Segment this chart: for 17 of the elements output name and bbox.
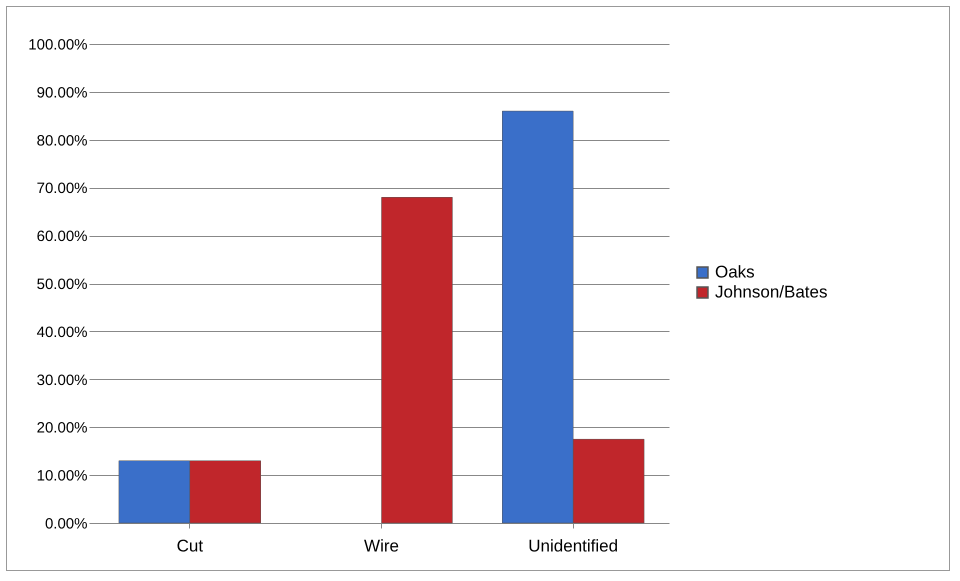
y-tick-label: 10.00% [36,468,88,485]
y-tick-label: 0.00% [44,516,88,532]
x-tick-label: Wire [364,536,399,556]
y-tick-label: 100.00% [28,36,88,54]
y-tick-label: 20.00% [36,420,88,437]
y-tick-label: 90.00% [36,84,88,102]
x-tick-label: Unidentified [528,536,618,556]
legend-label: Johnson/Bates [715,282,828,302]
y-tick-label: 30.00% [36,372,88,389]
x-tick-label: Cut [176,536,204,556]
y-tick-label: 50.00% [36,276,88,293]
y-tick-label: 70.00% [36,180,88,198]
bar [381,197,453,524]
y-tick-label: 80.00% [36,132,88,150]
y-tick-label: 60.00% [36,228,88,246]
y-tick-label: 40.00% [36,324,88,341]
legend-label: Oaks [715,262,755,282]
